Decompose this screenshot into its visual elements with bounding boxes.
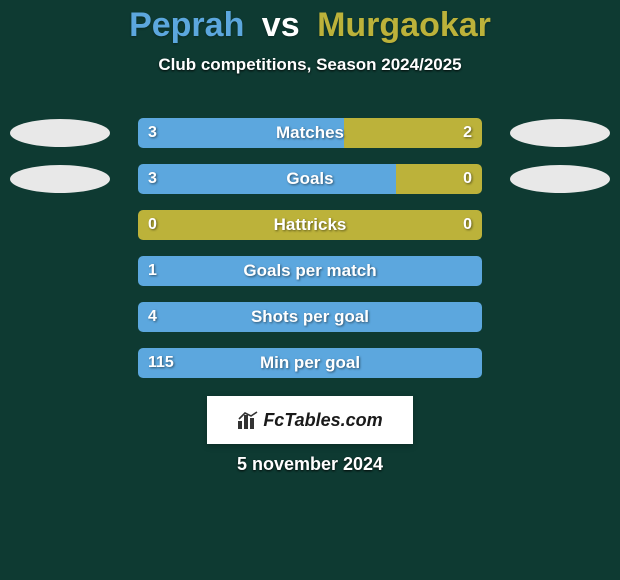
stat-row: Shots per goal4 — [0, 302, 620, 332]
stat-bar: Goals3 0 — [138, 164, 482, 194]
stat-bar: Goals per match1 — [138, 256, 482, 286]
stat-value-left: 1 — [148, 256, 157, 286]
stat-value-left: 0 — [148, 210, 157, 240]
stat-value-left: 3 — [148, 118, 157, 148]
bar-chart-icon — [237, 411, 259, 429]
stat-bar: Shots per goal4 — [138, 302, 482, 332]
team-logo-right — [510, 119, 610, 147]
stat-label: Hattricks — [138, 210, 482, 240]
brand-text: FcTables.com — [263, 410, 382, 431]
stat-value-left: 115 — [148, 348, 174, 378]
team-logo-left — [10, 119, 110, 147]
stat-rows: Matches32Goals30Hattricks00Goals per mat… — [0, 118, 620, 394]
title-vs: vs — [262, 6, 300, 44]
stat-row: Min per goal115 — [0, 348, 620, 378]
stat-row: Matches3 2 — [0, 118, 620, 148]
stat-value-right: 0 — [463, 164, 472, 194]
stat-value-right: 0 — [463, 210, 472, 240]
stat-label: Goals per match — [138, 256, 482, 286]
stat-value-left: 4 — [148, 302, 157, 332]
stat-label: Shots per goal — [138, 302, 482, 332]
team-logo-right — [510, 165, 610, 193]
comparison-infographic: Peprah vs Murgaokar Club competitions, S… — [0, 0, 620, 580]
stat-label: Goals — [138, 164, 482, 194]
stat-value-right: 2 — [463, 118, 472, 148]
stat-row: Goals per match1 — [0, 256, 620, 286]
title: Peprah vs Murgaokar — [0, 0, 620, 45]
stat-bar: Hattricks0 0 — [138, 210, 482, 240]
stat-value-left: 3 — [148, 164, 157, 194]
subtitle: Club competitions, Season 2024/2025 — [0, 55, 620, 75]
stat-bar: Min per goal115 — [138, 348, 482, 378]
title-player-right: Murgaokar — [317, 6, 491, 44]
stat-bar: Matches3 2 — [138, 118, 482, 148]
stat-row: Goals3 0 — [0, 164, 620, 194]
date-text: 5 november 2024 — [0, 454, 620, 475]
team-logo-left — [10, 165, 110, 193]
stat-label: Matches — [138, 118, 482, 148]
fctables-badge: FcTables.com — [207, 396, 413, 444]
stat-label: Min per goal — [138, 348, 482, 378]
stat-row: Hattricks0 0 — [0, 210, 620, 240]
title-player-left: Peprah — [129, 6, 244, 44]
